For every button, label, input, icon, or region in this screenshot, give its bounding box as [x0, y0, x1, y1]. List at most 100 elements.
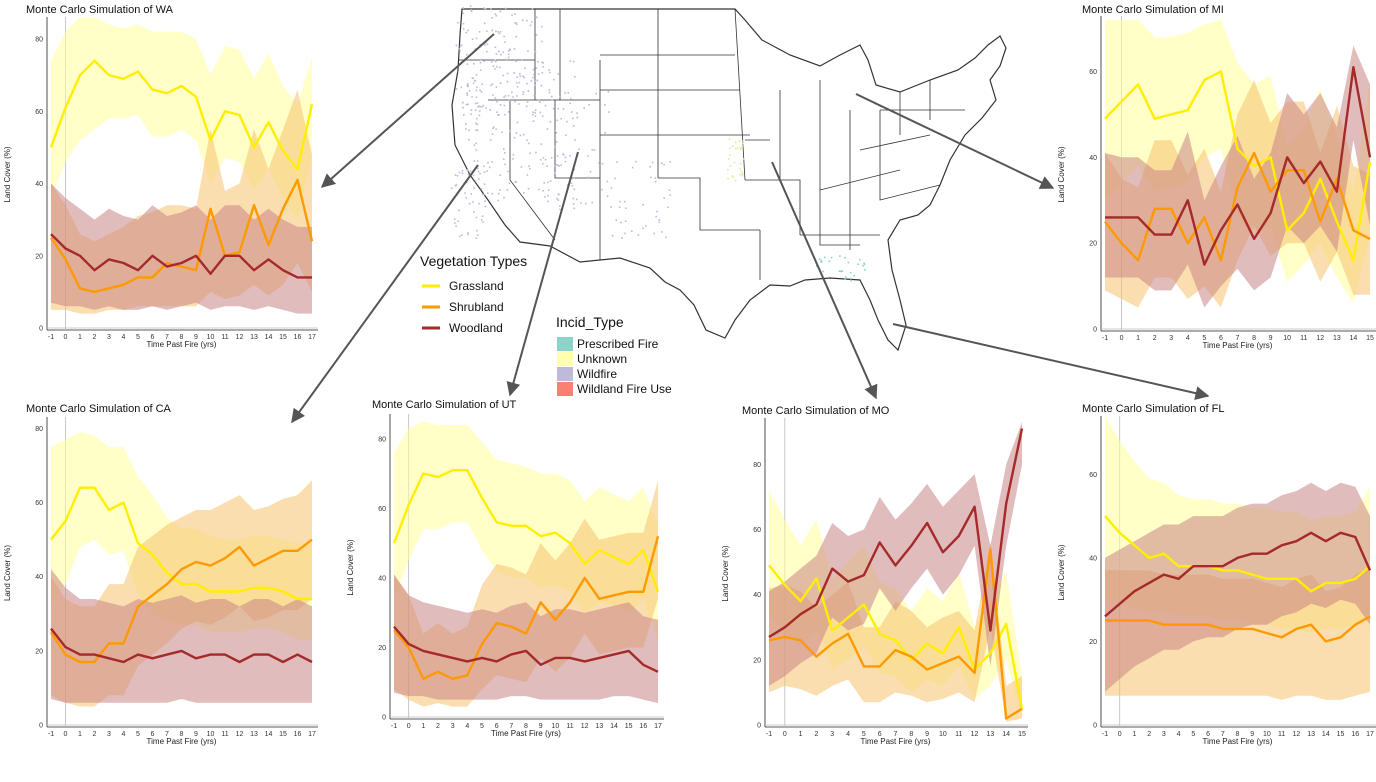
fire-dot — [503, 96, 505, 98]
fire-dot — [523, 76, 525, 79]
fire-dot — [467, 85, 469, 88]
fire-dot — [553, 129, 556, 132]
fire-dot — [547, 189, 550, 191]
fire-dot — [566, 120, 568, 123]
fire-dot — [483, 165, 485, 168]
x-tick-label: 2 — [93, 334, 97, 341]
fire-dot — [654, 177, 657, 179]
fire-dot — [624, 232, 626, 235]
x-tick-label: 14 — [1002, 731, 1010, 738]
fire-dot — [529, 152, 532, 155]
fire-dot — [645, 225, 647, 227]
fire-dot — [508, 48, 511, 51]
fire-dot — [531, 8, 534, 10]
fire-dot — [562, 108, 565, 110]
fire-dot — [557, 107, 560, 110]
fire-dot — [585, 202, 587, 205]
fire-dot — [548, 69, 550, 71]
fire-dot — [497, 114, 499, 116]
fire-dot — [511, 14, 513, 17]
fire-dot — [661, 162, 663, 165]
x-axis-label: Time Past Fire (yrs) — [147, 737, 217, 746]
fire-dot — [476, 102, 479, 104]
x-axis-label: Time Past Fire (yrs) — [491, 729, 561, 738]
fire-dot — [478, 105, 480, 108]
us-map — [451, 5, 1007, 352]
fire-dot — [569, 60, 572, 62]
fire-dot — [728, 138, 731, 140]
fire-dot — [515, 81, 518, 84]
fire-dot — [470, 113, 472, 115]
fire-dot — [572, 125, 575, 127]
fire-dot — [580, 202, 582, 204]
fire-dot — [540, 143, 543, 145]
fire-dot — [473, 160, 476, 162]
y-axis-label: Land Cover (%) — [346, 539, 355, 595]
fire-dot — [564, 156, 567, 159]
fire-dot — [635, 160, 637, 163]
legend-label-shrubland: Shrubland — [449, 300, 504, 314]
fire-dot — [844, 257, 846, 259]
fire-dot — [466, 92, 468, 94]
fire-dot — [503, 35, 505, 38]
fire-dot — [572, 117, 574, 120]
legend-swatch-wildland-fire-use — [557, 382, 573, 396]
fire-dot — [472, 201, 474, 203]
fire-dot — [481, 193, 484, 196]
x-tick-label: 9 — [539, 723, 543, 730]
fire-dot — [540, 84, 543, 87]
fire-dot — [737, 146, 739, 149]
fire-dot — [530, 21, 533, 23]
panel-title: Monte Carlo Simulation of MO — [742, 405, 890, 417]
fire-dot — [479, 61, 482, 64]
fire-dot — [535, 34, 538, 36]
fire-dot — [495, 53, 498, 55]
fire-dot — [488, 166, 491, 169]
x-tick-label: 3 — [107, 334, 111, 341]
x-tick-label: 14 — [1322, 731, 1330, 738]
fire-dot — [467, 84, 469, 87]
x-tick-label: 8 — [180, 334, 184, 341]
fire-dot — [653, 232, 655, 235]
fire-dot — [551, 99, 553, 101]
y-tick-label: 0 — [39, 723, 43, 730]
fire-dot — [465, 181, 468, 184]
fire-dot — [554, 146, 557, 148]
fire-dot — [492, 126, 495, 128]
panel-title: Monte Carlo Simulation of MI — [1082, 4, 1224, 16]
fire-dot — [474, 80, 476, 82]
fire-dot — [474, 102, 477, 105]
line-woodland — [50, 233, 312, 279]
fire-dot — [486, 43, 489, 46]
fire-dot — [553, 172, 556, 174]
fire-dot — [507, 111, 510, 113]
fire-dot — [548, 91, 551, 94]
fire-dot — [480, 188, 483, 190]
fire-dot — [475, 89, 478, 92]
fire-dot — [606, 180, 609, 183]
fire-dot — [515, 22, 518, 24]
state-border — [734, 8, 941, 280]
fire-dot — [495, 128, 497, 130]
fire-dot — [504, 163, 506, 166]
fire-dot — [735, 148, 737, 150]
fire-dot — [828, 260, 831, 262]
arrow-wa — [320, 33, 495, 188]
fire-dot — [483, 171, 486, 173]
fire-dot — [542, 163, 544, 165]
x-tick-label: 5 — [1191, 731, 1195, 738]
fire-dot — [591, 201, 593, 204]
fire-dot — [544, 158, 547, 161]
fire-dot — [483, 22, 486, 25]
line-grassland — [392, 469, 660, 593]
fire-dot — [606, 195, 609, 198]
fire-dot — [477, 170, 480, 173]
x-tick-label: 16 — [1351, 731, 1359, 738]
fire-dot — [520, 59, 523, 61]
fire-dot — [733, 161, 736, 164]
x-tick-label: 5 — [136, 731, 140, 738]
fire-dot — [558, 165, 560, 167]
fire-dot — [523, 192, 525, 194]
